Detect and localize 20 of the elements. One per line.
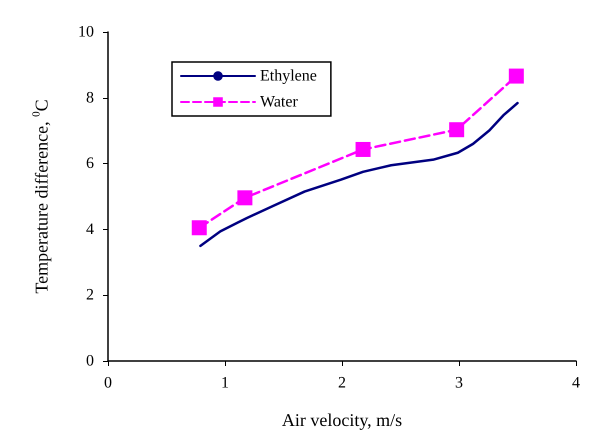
y-axis-title: Temperature difference, 0C: [30, 99, 52, 294]
point: [356, 142, 371, 157]
y-tick-label: 2: [86, 286, 94, 304]
x-tick-label: 4: [572, 374, 580, 392]
x-tick-label: 3: [455, 374, 463, 392]
y-tick-label: 10: [78, 24, 94, 40]
legend-label: Water: [260, 94, 298, 110]
x-tick-label: 0: [104, 374, 112, 392]
x-tick-label: 1: [221, 374, 229, 392]
x-tick-label: 2: [338, 374, 346, 392]
point: [192, 220, 207, 236]
x-axis-title: Air velocity, m/s: [282, 410, 402, 430]
y-tick-label: 6: [86, 155, 94, 172]
point: [237, 190, 252, 206]
point: [508, 68, 524, 84]
legend-label: Ethylene: [260, 68, 317, 84]
y-tick-label: 0: [86, 352, 94, 370]
y-tick-label: 8: [86, 89, 94, 106]
point: [449, 122, 464, 138]
y-tick-label: 4: [86, 220, 94, 238]
